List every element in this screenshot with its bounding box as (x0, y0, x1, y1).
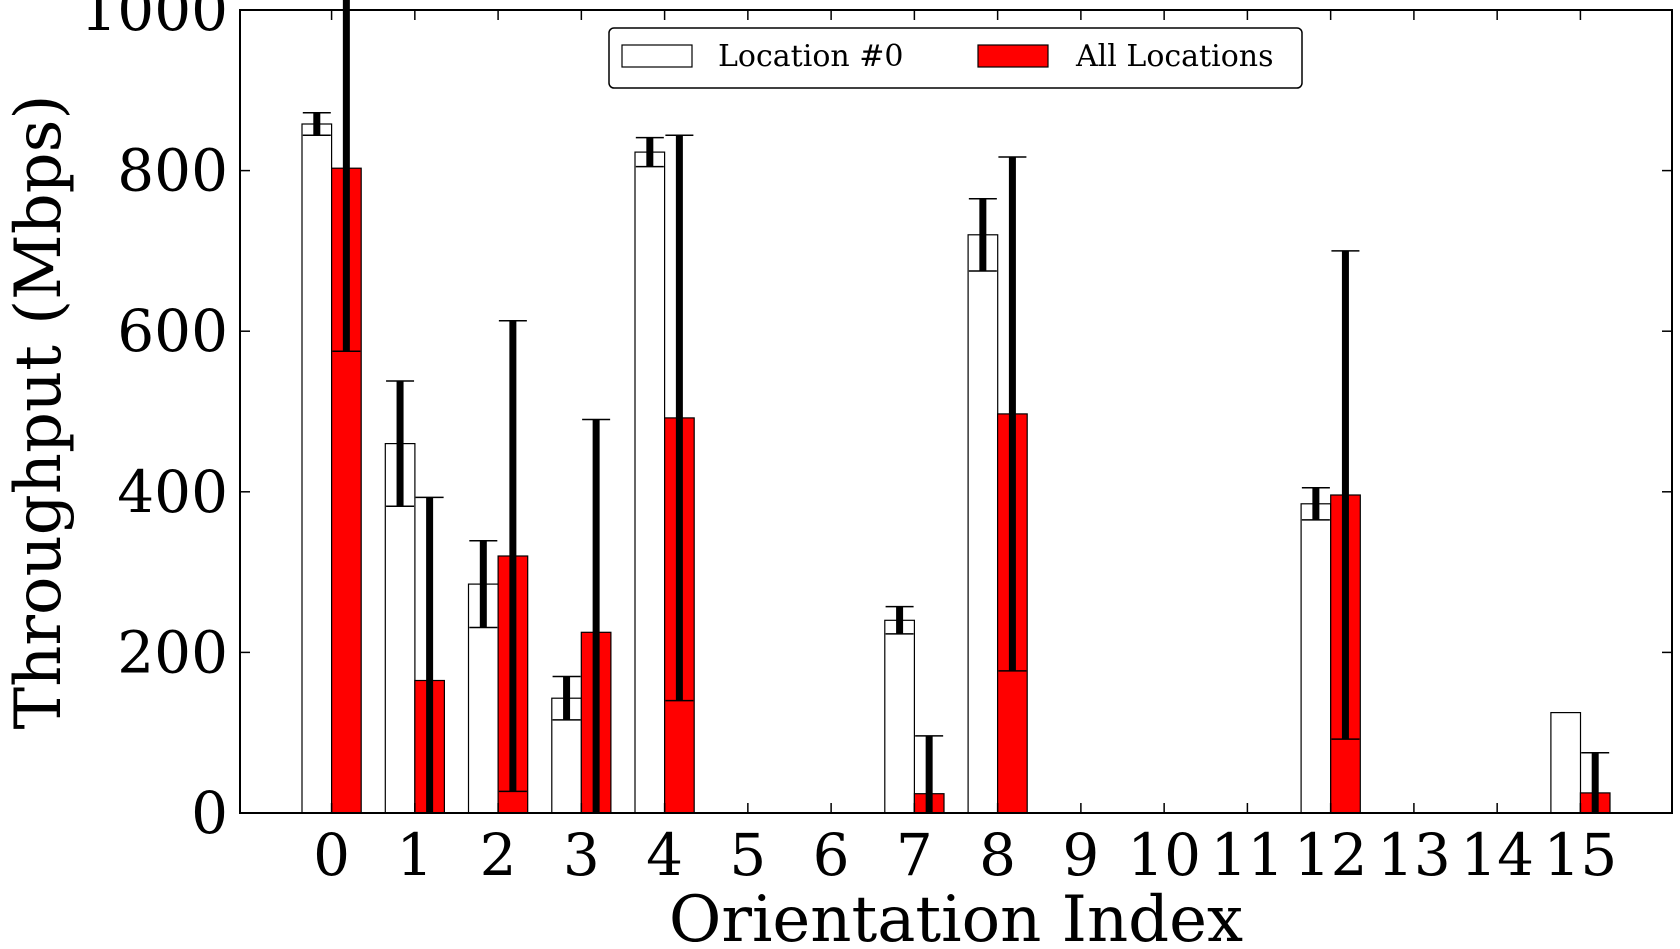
bar-location-0-4 (634, 151, 666, 814)
x-tick-label-9: 9 (1062, 821, 1099, 889)
x-tick-label-15: 15 (1544, 821, 1618, 889)
legend-label-location-0: Location #0 (718, 39, 903, 74)
y-tick-label-600: 600 (117, 297, 228, 365)
x-tick-label-10: 10 (1127, 821, 1201, 889)
x-tick-label-4: 4 (646, 821, 683, 889)
x-tick-label-6: 6 (813, 821, 850, 889)
error-bar-all-locations-12 (1331, 250, 1360, 740)
legend-swatch-all-locations (977, 44, 1049, 68)
y-tick-label-1000: 1000 (80, 0, 228, 44)
x-tick-label-2: 2 (480, 821, 517, 889)
plot-frame (239, 9, 1673, 814)
bar-location-0-7 (884, 619, 915, 814)
bar-all-locations-0 (331, 167, 362, 814)
ticks-layer (240, 9, 1672, 814)
legend-box (608, 27, 1303, 89)
y-tick-label-0: 0 (191, 779, 228, 847)
bar-location-0-8 (967, 234, 999, 814)
x-axis-title: Orientation Index (669, 883, 1243, 949)
x-tick-label-7: 7 (896, 821, 933, 889)
error-bar-location-0-7 (885, 605, 914, 635)
x-tick-labels: 0 1 2 3 4 5 6 7 8 9 10 11 12 13 14 15 (313, 821, 1617, 889)
legend-swatch-location-0 (621, 44, 693, 68)
error-bar-location-0-12 (1301, 487, 1330, 521)
error-bar-location-0-0 (302, 112, 331, 137)
y-tick-labels: 0 200 400 600 800 1000 (80, 0, 228, 847)
x-tick-label-3: 3 (563, 821, 600, 889)
bars-layer (301, 123, 1611, 814)
bar-location-0-12 (1300, 503, 1332, 814)
bar-location-0-0 (301, 123, 333, 814)
error-bar-all-locations-4 (665, 134, 694, 702)
y-tick-label-400: 400 (117, 458, 228, 526)
error-bar-location-0-4 (635, 136, 664, 168)
x-tick-label-13: 13 (1377, 821, 1451, 889)
y-axis-title: Throughput (Mbps) (2, 95, 76, 730)
legend-label-all-locations: All Locations (1075, 39, 1274, 74)
error-bar-location-0-1 (386, 380, 415, 508)
bar-location-0-15 (1550, 711, 1582, 814)
x-tick-label-14: 14 (1460, 821, 1534, 889)
error-bar-location-0-8 (968, 197, 997, 272)
x-tick-label-1: 1 (396, 821, 433, 889)
x-tick-label-5: 5 (729, 821, 766, 889)
y-tick-label-800: 800 (117, 137, 228, 205)
x-tick-label-12: 12 (1294, 821, 1368, 889)
error-bar-location-0-3 (552, 675, 581, 721)
error-bar-location-0-2 (469, 540, 498, 629)
y-tick-label-200: 200 (117, 618, 228, 686)
error-bar-all-locations-8 (998, 156, 1027, 672)
x-tick-label-0: 0 (313, 821, 350, 889)
x-tick-label-11: 11 (1210, 821, 1284, 889)
error-bars-layer (302, 0, 1610, 814)
x-tick-label-8: 8 (979, 821, 1016, 889)
error-bar-all-locations-2 (498, 320, 527, 793)
error-bar-all-locations-0 (332, 0, 361, 353)
legend: Location #0 All Locations (608, 27, 1303, 89)
